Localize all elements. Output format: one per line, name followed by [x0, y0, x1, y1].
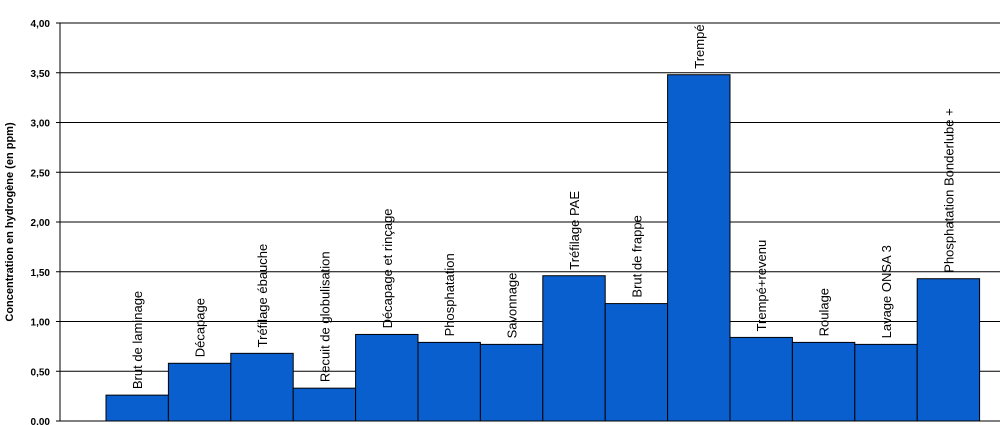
y-tick-label: 2,00: [31, 218, 51, 229]
bar: [542, 275, 606, 422]
bar-label: Décapage et rinçage: [380, 208, 395, 328]
bar-label: Brut de frappe: [629, 215, 644, 297]
bar: [729, 336, 793, 422]
y-tick-label: 0,00: [31, 417, 51, 425]
bar-label: Phosphatation Bonderlube +: [941, 108, 956, 272]
bar: [791, 341, 856, 422]
bar-label: Tréfilage PAE: [567, 191, 582, 270]
bar-label: Recuit de globulisation: [317, 251, 332, 382]
bars: [105, 74, 981, 422]
y-tick-label: 2,50: [31, 168, 51, 179]
y-axis-ticks: 0,00 0,50 1,00 1,50 2,00 2,50 3,00 3,50 4,00: [31, 19, 60, 425]
bar: [292, 387, 357, 422]
bar-label: Trempé+revenu: [754, 240, 769, 332]
bar-labels: Brut de laminage Décapage Tréfilage ébauch…: [130, 24, 956, 389]
bar-label: Savonnage: [505, 273, 520, 339]
bar-label: Tréfilage ébauche: [255, 244, 270, 348]
y-tick-label: 4,00: [31, 19, 51, 30]
bar: [604, 303, 669, 422]
y-tick-label: 0,50: [31, 367, 51, 378]
y-tick-label: 3,50: [31, 69, 51, 80]
y-tick-label: 1,00: [31, 318, 51, 329]
bar-label: Phosphatation: [442, 253, 457, 336]
y-axis-label: Concentration en hydrogène (en ppm): [4, 122, 16, 322]
bar: [355, 333, 419, 422]
gridlines: [60, 22, 1000, 372]
bar: [854, 343, 918, 422]
bar: [667, 74, 731, 422]
bar: [105, 394, 169, 422]
bar: [916, 278, 981, 422]
bar-label: Brut de laminage: [130, 291, 145, 389]
y-tick-label: 1,50: [31, 268, 51, 279]
bar-label: Décapage: [193, 298, 208, 357]
bar: [479, 343, 544, 422]
bar: [417, 341, 481, 422]
bar-label: Roulage: [817, 288, 832, 336]
bar: [167, 362, 232, 422]
y-tick-label: 3,00: [31, 119, 51, 130]
bar: [230, 352, 294, 422]
bar-label: Trempé: [692, 24, 707, 68]
bar-label: Lavage ONSA 3: [879, 245, 894, 338]
